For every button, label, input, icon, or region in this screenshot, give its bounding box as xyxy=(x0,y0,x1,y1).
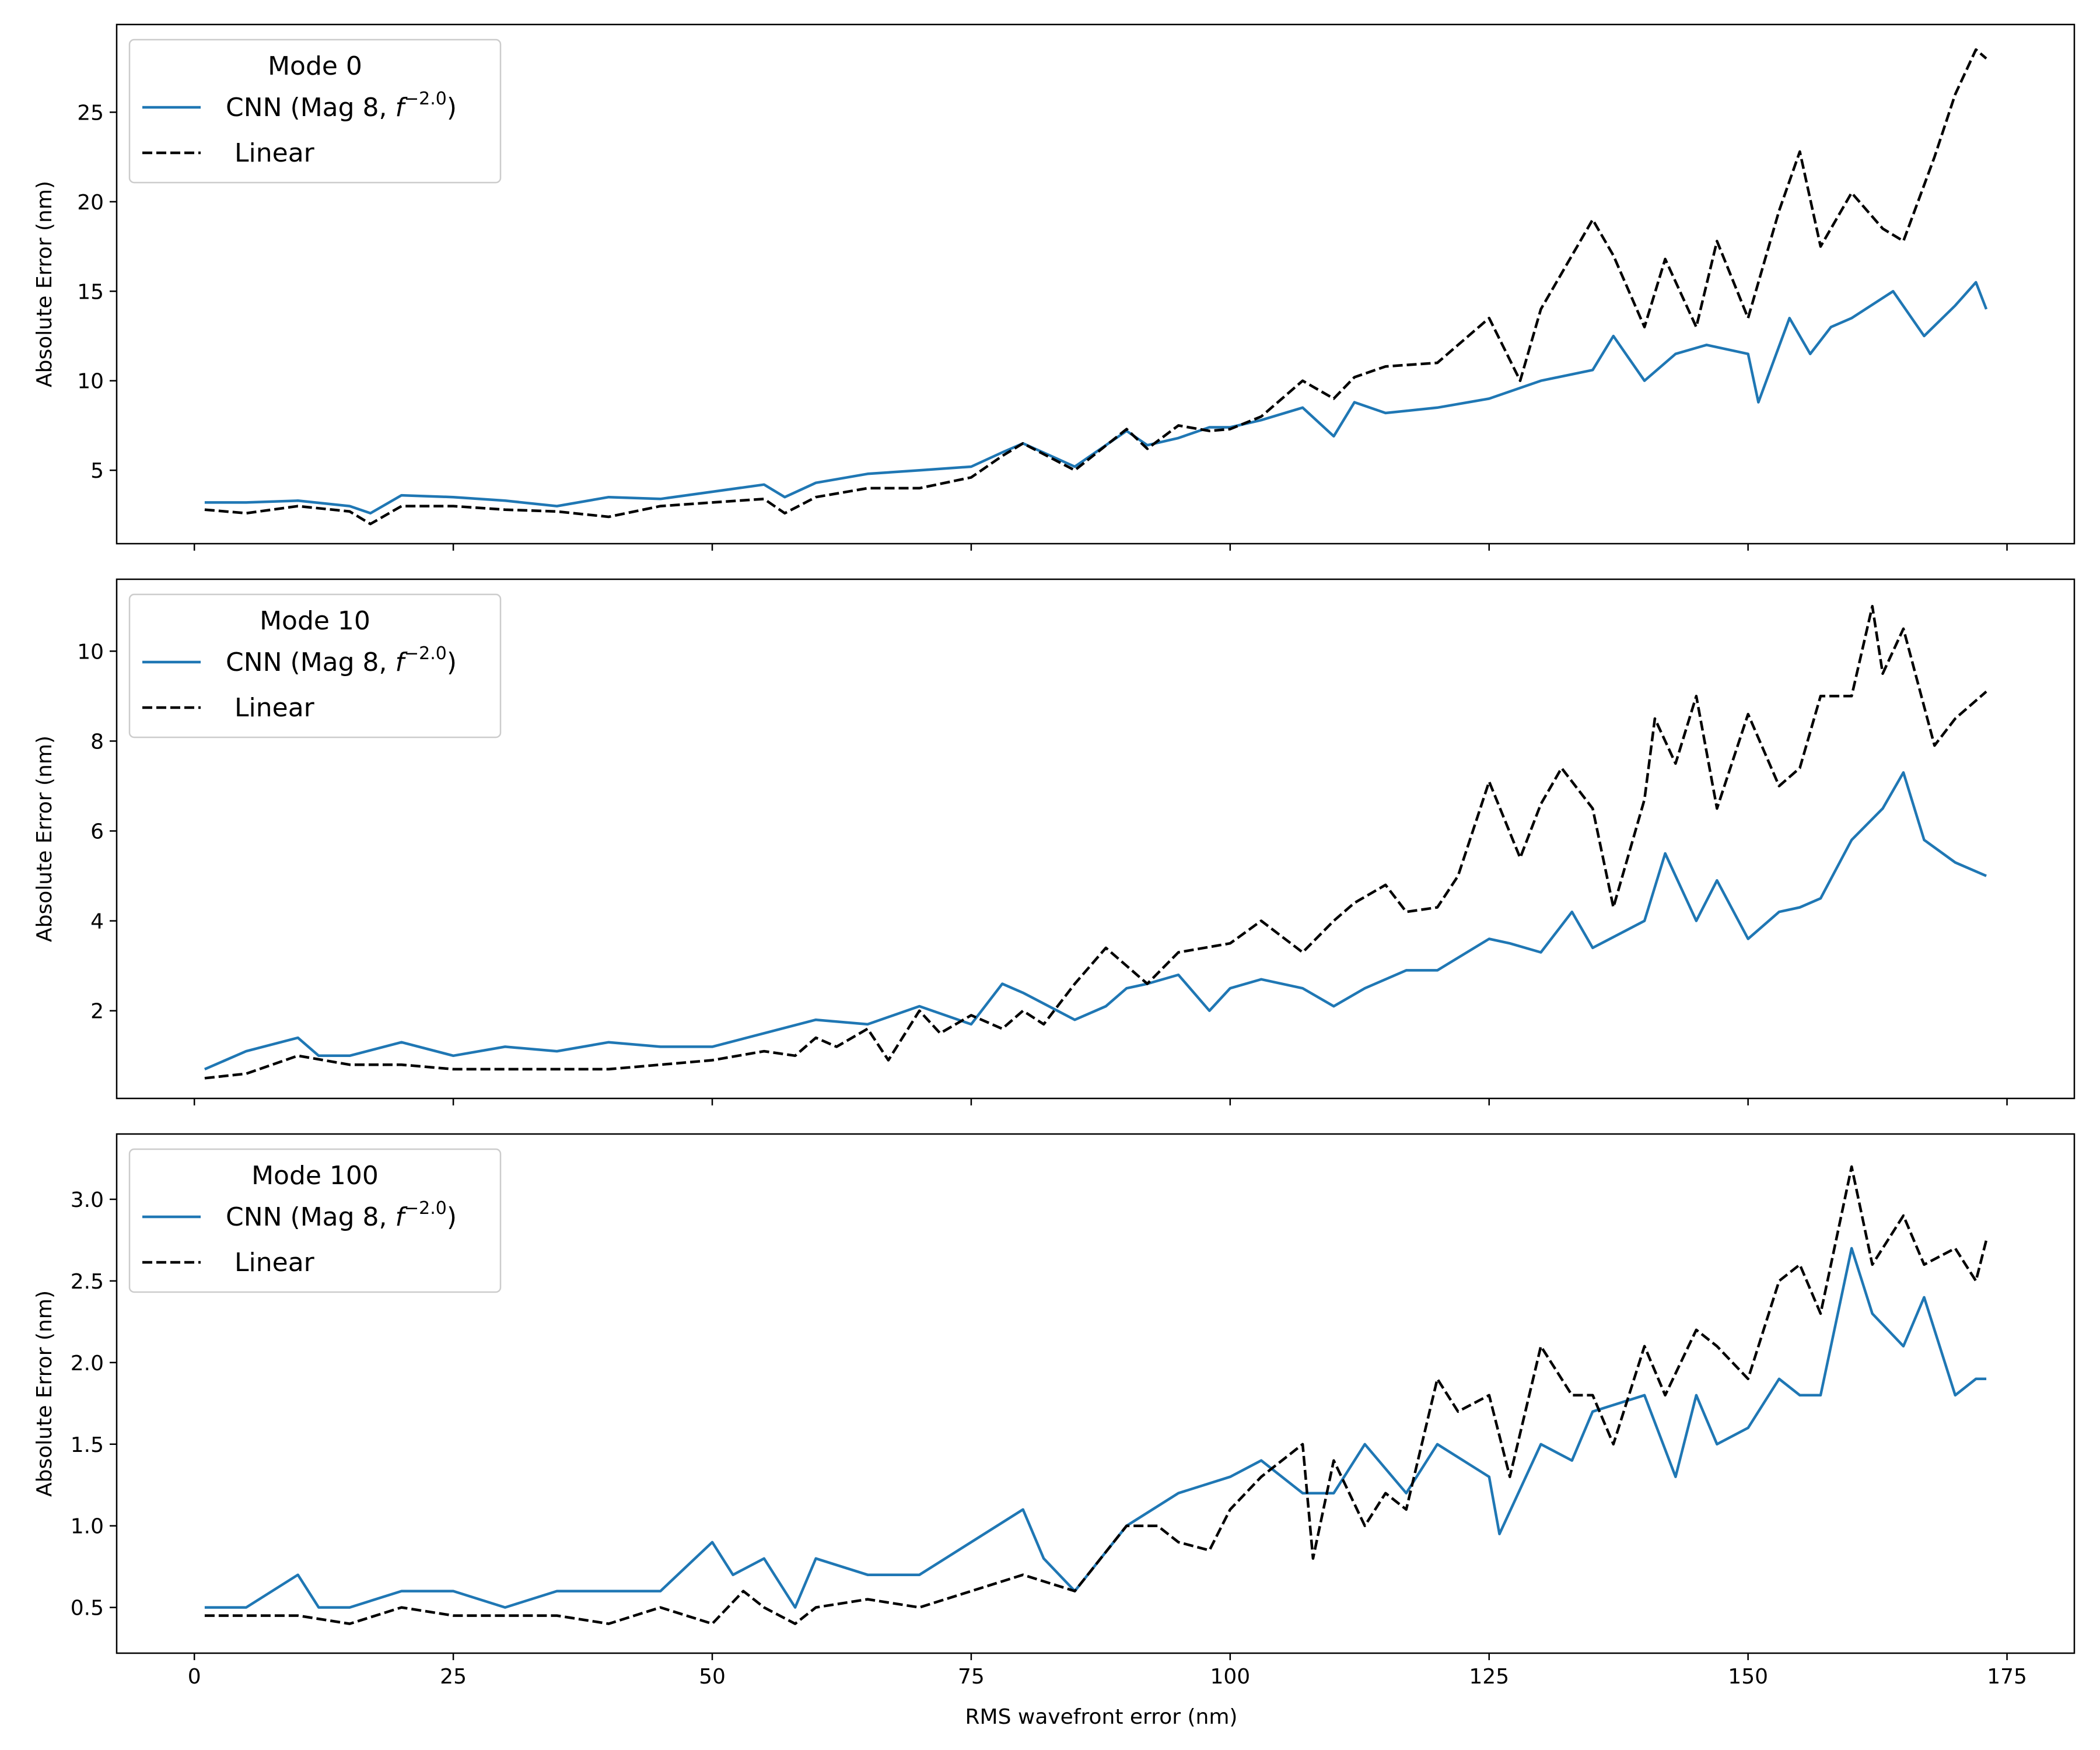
y-tick-label: 2.0 xyxy=(71,1352,104,1376)
legend-cnn-label-prefix: CNN (Mag 8, xyxy=(226,648,396,677)
x-tick-label: 75 xyxy=(958,1665,985,1689)
series-group xyxy=(204,1165,1988,1625)
legend-cnn-label-suffix: ) xyxy=(447,93,457,123)
axes-frame xyxy=(116,1133,2076,1654)
x-tick-label: 100 xyxy=(1210,1665,1250,1689)
legend-cnn-label-suffix: ) xyxy=(447,648,457,677)
legend-linear-label: Linear xyxy=(235,1248,315,1278)
axes-frame xyxy=(116,23,2076,545)
y-tick-label: 0.5 xyxy=(71,1597,104,1620)
x-axis-label: RMS wavefront error (nm) xyxy=(965,1705,1238,1729)
y-axis-label: Absolute Error (nm) xyxy=(33,1290,57,1497)
legend-linear-label: Linear xyxy=(235,693,315,723)
y-tick-label: 4 xyxy=(90,910,104,934)
legend-title: Mode 100 xyxy=(251,1161,379,1191)
cnn-series-line xyxy=(204,1247,1987,1609)
legend-box xyxy=(128,593,502,738)
legend-cnn-label: CNN (Mag 8, f−2.0) xyxy=(226,643,457,677)
x-tick-label: 150 xyxy=(1728,1665,1768,1689)
y-tick-label: 3.0 xyxy=(71,1188,104,1212)
legend-title: Mode 0 xyxy=(268,51,362,81)
panel-0: 5 10 15 20 25 Absolute Error (nm) Mode 0 CNN (M… xyxy=(33,23,2076,551)
x-tick-label: 125 xyxy=(1469,1665,1509,1689)
y-tick-label: 1.0 xyxy=(71,1515,104,1539)
y-tick-label: 1.5 xyxy=(71,1433,104,1457)
legend-cnn-label-exp: −2.0 xyxy=(404,89,447,109)
x-tick-label: 0 xyxy=(188,1665,201,1689)
y-tick-label: 6 xyxy=(90,820,104,844)
y-tick-label: 2 xyxy=(90,1000,104,1024)
y-tick-label: 15 xyxy=(77,280,104,304)
y-axis-label: Absolute Error (nm) xyxy=(33,181,57,387)
cnn-series-line xyxy=(204,771,1987,1070)
y-tick-label: 10 xyxy=(77,370,104,394)
series-group xyxy=(204,48,1988,526)
series-group xyxy=(204,604,1987,1080)
x-tick-label: 50 xyxy=(699,1665,726,1689)
axes-frame xyxy=(116,578,2076,1100)
legend: Mode 0 CNN (Mag 8, f−2.0) Linear xyxy=(128,38,502,184)
y-tick-label: 5 xyxy=(90,459,104,483)
legend-cnn-label-exp: −2.0 xyxy=(404,643,447,664)
linear-series-line xyxy=(204,1165,1988,1625)
panel-1: 2 4 6 8 10 Absolute Error (nm) Mode 10 CNN (Mag… xyxy=(33,578,2076,1105)
legend-cnn-label-exp: −2.0 xyxy=(404,1198,447,1219)
linear-series-line xyxy=(204,604,1987,1080)
legend-title: Mode 10 xyxy=(260,606,370,636)
y-tick-label: 20 xyxy=(77,191,104,215)
legend: Mode 10 CNN (Mag 8, f−2.0) Linear xyxy=(128,593,502,738)
cnn-series-line xyxy=(204,281,1988,515)
legend-cnn-label-prefix: CNN (Mag 8, xyxy=(226,1202,396,1232)
y-tick-label: 10 xyxy=(77,640,104,664)
panel-2: 0 25 50 75 100 125 150 175 0.5 1.0 1.5 2.0 2.5 3.0 Abs… xyxy=(33,1133,2076,1689)
linear-series-line xyxy=(204,48,1987,526)
y-tick-label: 8 xyxy=(90,730,104,754)
y-axis-label: Absolute Error (nm) xyxy=(33,736,57,942)
x-tick-label: 25 xyxy=(440,1665,467,1689)
y-tick-label: 25 xyxy=(77,101,104,125)
legend-cnn-label: CNN (Mag 8, f−2.0) xyxy=(226,89,457,123)
legend-linear-label: Linear xyxy=(235,138,315,168)
x-tick-label: 175 xyxy=(1987,1665,2027,1689)
y-tick-label: 2.5 xyxy=(71,1270,104,1294)
legend-cnn-label-prefix: CNN (Mag 8, xyxy=(226,93,396,123)
legend-cnn-label-suffix: ) xyxy=(447,1202,457,1232)
legend-box xyxy=(128,1148,502,1293)
legend-box xyxy=(128,38,502,184)
